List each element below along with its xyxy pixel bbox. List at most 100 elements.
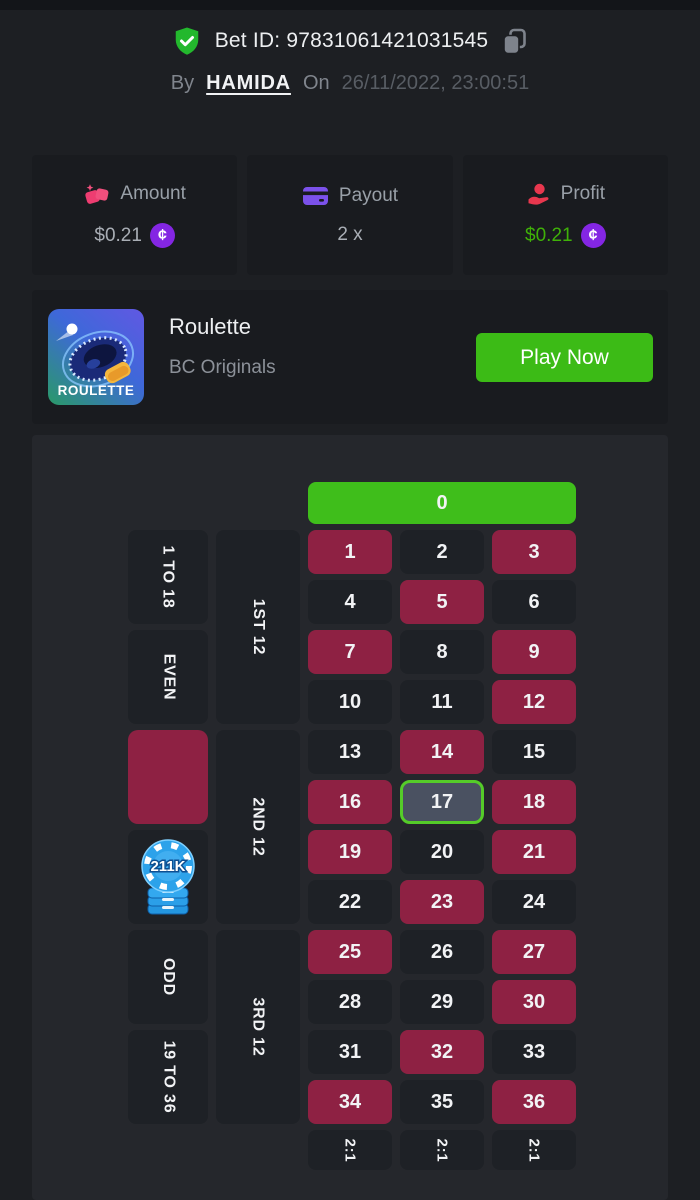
roulette-game-tile[interactable]: ROULETTE — [48, 309, 144, 405]
roulette-number-3: 3 — [492, 530, 576, 574]
profit-label: Profit — [560, 183, 605, 204]
outside-bet-even-label: EVEN — [160, 653, 177, 701]
verified-shield-icon — [172, 26, 202, 56]
game-tile-label: ROULETTE — [57, 383, 135, 398]
roulette-number-35: 35 — [400, 1080, 484, 1124]
bet-id-row: Bet ID: 97831061421031545 — [0, 26, 700, 56]
outside-bet-1-to-18: 1 TO 18 — [128, 530, 208, 624]
roulette-panel: 0 1 2 3 4 5 6 7 8 9 10 11 12 13 14 15 16 17 18 19 20 21 22 23 24… — [32, 435, 668, 1200]
roulette-number-29: 29 — [400, 980, 484, 1024]
roulette-number-16: 16 — [308, 780, 392, 824]
roulette-number-8: 8 — [400, 630, 484, 674]
dozen-bet-1-label: 1ST 12 — [249, 598, 267, 656]
payout-value-row: 2 x — [337, 224, 362, 246]
bet-id-value: 97831061421031545 — [286, 29, 489, 52]
roulette-number-10: 10 — [308, 680, 392, 724]
roulette-wheel-icon — [56, 323, 134, 388]
roulette-number-33: 33 — [492, 1030, 576, 1074]
roulette-number-32: 32 — [400, 1030, 484, 1074]
outside-bet-19-to-36: 19 TO 36 — [128, 1030, 208, 1124]
roulette-number-17: 17 — [400, 780, 484, 824]
column-bet-1: 2:1 — [308, 1130, 392, 1170]
bcd-coin-icon: ¢ — [580, 223, 606, 248]
roulette-number-28: 28 — [308, 980, 392, 1024]
roulette-number-5: 5 — [400, 580, 484, 624]
gems-icon — [83, 182, 110, 206]
outside-bet-1-to-18-label: 1 TO 18 — [160, 545, 177, 609]
column-bet-3: 2:1 — [492, 1130, 576, 1170]
roulette-number-4: 4 — [308, 580, 392, 624]
bet-id-text: Bet ID: 97831061421031545 — [215, 29, 489, 53]
profit-card: Profit $0.21 ¢ — [462, 155, 668, 275]
stats-row: Amount $0.21 ¢ Payout 2 x — [32, 155, 668, 275]
roulette-number-36: 36 — [492, 1080, 576, 1124]
outside-bet-even: EVEN — [128, 630, 208, 724]
amount-card: Amount $0.21 ¢ — [32, 155, 238, 275]
roulette-number-23: 23 — [400, 880, 484, 924]
roulette-number-18: 18 — [492, 780, 576, 824]
dozen-bet-1: 1ST 12 — [216, 530, 300, 724]
by-label: By — [170, 72, 195, 94]
roulette-number-1: 1 — [308, 530, 392, 574]
top-strip — [0, 0, 700, 10]
roulette-number-14: 14 — [400, 730, 484, 774]
game-card: ROULETTE Roulette BC Originals Play Now — [32, 290, 668, 424]
roulette-number-12: 12 — [492, 680, 576, 724]
roulette-number-34: 34 — [308, 1080, 392, 1124]
dozen-bet-2-label: 2ND 12 — [250, 797, 267, 857]
amount-value-row: $0.21 ¢ — [94, 223, 175, 248]
column-bet-2: 2:1 — [400, 1130, 484, 1170]
outside-bet-odd: ODD — [128, 930, 208, 1024]
bet-chip-icon: 211K — [141, 839, 195, 915]
roulette-number-22: 22 — [308, 880, 392, 924]
copy-icon[interactable] — [501, 27, 528, 56]
column-bet-1-label: 2:1 — [341, 1137, 359, 1163]
roulette-number-11: 11 — [400, 680, 484, 724]
credit-card-icon — [302, 185, 329, 207]
profit-value: $0.21 — [525, 224, 573, 246]
svg-text:211K: 211K — [150, 858, 185, 875]
roulette-number-6: 6 — [492, 580, 576, 624]
roulette-number-27: 27 — [492, 930, 576, 974]
roulette-number-19: 19 — [308, 830, 392, 874]
roulette-number-13: 13 — [308, 730, 392, 774]
column-bet-2-label: 2:1 — [433, 1137, 451, 1163]
bet-id-prefix: Bet ID: — [214, 29, 281, 52]
on-label: On — [302, 72, 330, 94]
payout-label: Payout — [338, 184, 399, 206]
roulette-number-31: 31 — [308, 1030, 392, 1074]
amount-value: $0.21 — [94, 224, 142, 246]
bet-datetime: 26/11/2022, 23:00:51 — [341, 72, 530, 94]
outside-bet-19-to-36-label: 19 TO 36 — [159, 1040, 177, 1114]
dozen-bet-2: 2ND 12 — [216, 730, 300, 924]
roulette-number-21: 21 — [492, 830, 576, 874]
bet-meta-row: By HAMIDA On 26/11/2022, 23:00:51 — [0, 72, 700, 95]
roulette-number-20: 20 — [400, 830, 484, 874]
roulette-number-26: 26 — [400, 930, 484, 974]
hand-coin-icon — [526, 182, 551, 206]
dozen-bet-3-label: 3RD 12 — [250, 997, 267, 1057]
game-provider: BC Originals — [169, 357, 276, 378]
payout-card: Payout 2 x — [247, 155, 453, 275]
username-link[interactable]: HAMIDA — [206, 72, 291, 94]
roulette-number-7: 7 — [308, 630, 392, 674]
roulette-number-2: 2 — [400, 530, 484, 574]
payout-value: 2 x — [337, 223, 363, 245]
roulette-table: 0 1 2 3 4 5 6 7 8 9 10 11 12 13 14 15 16 17 18 19 20 21 22 23 24… — [128, 482, 576, 1170]
outside-bet-odd-label: ODD — [160, 958, 177, 996]
dozen-bet-3: 3RD 12 — [216, 930, 300, 1124]
column-bet-3-label: 2:1 — [525, 1137, 543, 1163]
amount-label: Amount — [120, 183, 186, 204]
roulette-number-0: 0 — [308, 482, 576, 524]
game-title: Roulette — [169, 314, 251, 339]
roulette-number-30: 30 — [492, 980, 576, 1024]
profit-value-row: $0.21 ¢ — [525, 223, 606, 248]
roulette-number-15: 15 — [492, 730, 576, 774]
roulette-number-24: 24 — [492, 880, 576, 924]
play-now-button[interactable]: Play Now — [476, 333, 653, 382]
outside-bet-red — [128, 730, 208, 824]
outside-bet-black: 211K — [128, 830, 208, 924]
roulette-number-9: 9 — [492, 630, 576, 674]
bcd-coin-icon: ¢ — [149, 223, 175, 248]
roulette-number-25: 25 — [308, 930, 392, 974]
